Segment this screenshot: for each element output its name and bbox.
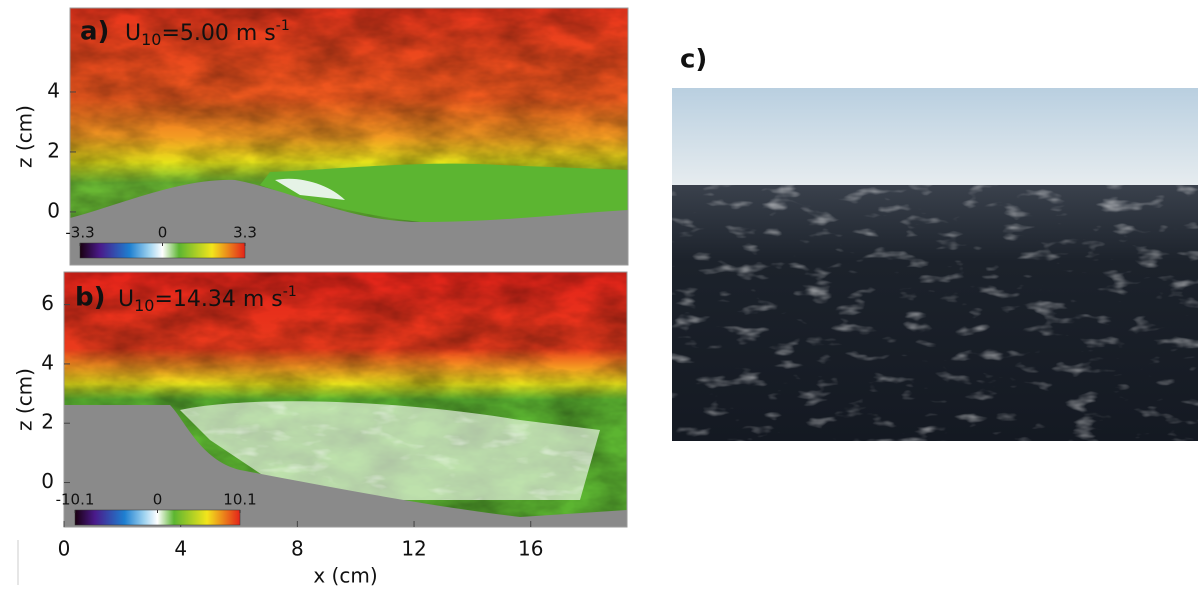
panel-title: U10=5.00 m s-1 (125, 18, 290, 49)
panel-label: c) (680, 45, 707, 75)
y-tick-label: 2 (47, 138, 60, 162)
y-tick-label: 6 (41, 291, 54, 315)
title-base: U (125, 21, 141, 46)
y-axis-label: z (cm) (13, 368, 37, 431)
panel-label: b) (75, 283, 106, 313)
y-tick-label: 0 (41, 469, 54, 493)
panel-b-field (63, 271, 628, 528)
title-sub: 10 (141, 30, 161, 49)
panel-title: U10=14.34 m s-1 (118, 284, 297, 315)
x-tick-label: 16 (518, 537, 543, 561)
y-tick-label: 4 (47, 78, 60, 102)
colorbar-tick-label: 0 (158, 224, 168, 242)
colorbar-tick-label: 3.3 (233, 224, 257, 242)
y-tick-label: 0 (47, 198, 60, 222)
x-axis-label: x (cm) (313, 564, 377, 588)
y-axis-label: z (cm) (13, 105, 37, 168)
x-tick-label: 12 (401, 537, 426, 561)
y-tick-label: 2 (41, 410, 54, 434)
colorbar-tick-label: 0 (153, 491, 163, 509)
ocean-photo (672, 88, 1198, 441)
x-tick-label: 0 (58, 537, 71, 561)
title-text: =14.34 m s (154, 287, 282, 312)
colorbar-tick-label: 10.1 (223, 491, 256, 509)
x-tick-label: 8 (291, 537, 304, 561)
panel-label: a) (80, 17, 109, 47)
title-sup: -1 (276, 18, 290, 34)
y-tick-label: 4 (41, 350, 54, 374)
title-sup: -1 (283, 284, 297, 300)
title-sub: 10 (134, 296, 154, 315)
colorbar-tick-label: -10.1 (56, 491, 95, 509)
title-text: =5.00 m s (161, 21, 275, 46)
title-base: U (118, 287, 134, 312)
panel-a-field (69, 7, 629, 266)
colorbar-tick-label: -3.3 (65, 224, 94, 242)
x-tick-label: 4 (174, 537, 187, 561)
